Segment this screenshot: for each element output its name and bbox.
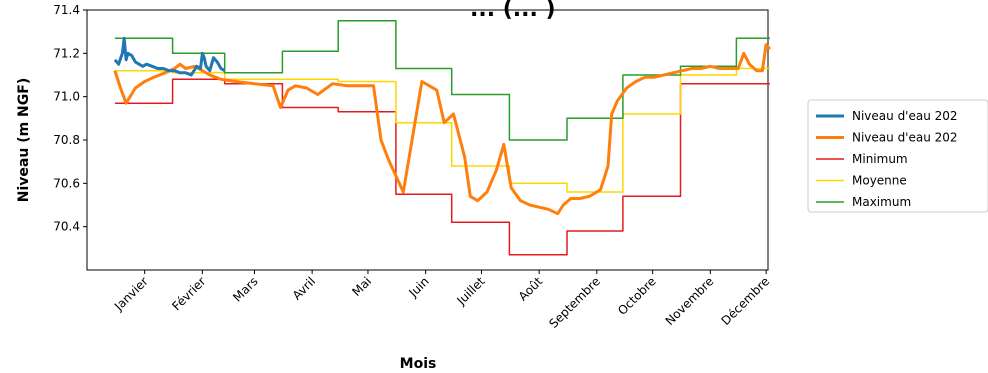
plot-frame (86, 9, 769, 271)
x-tick-label: Février (169, 274, 208, 313)
y-tick-label: 71.4 (53, 3, 80, 17)
y-tick-label: 70.4 (53, 220, 80, 234)
legend-label-4: Maximum (852, 195, 911, 209)
y-axis: 71.4 71.2 71.0 70.8 70.6 70.4 (53, 3, 87, 234)
x-tick-label: Mars (230, 274, 260, 304)
legend-label-3: Moyenne (852, 174, 907, 188)
legend-box (807, 99, 988, 213)
y-tick-label: 71.0 (53, 90, 80, 104)
series-line-0 (113, 36, 226, 77)
x-tick-label: Septembre (546, 274, 603, 331)
x-tick-label: Novembre (663, 274, 717, 328)
y-tick-label: 70.6 (53, 176, 80, 190)
x-axis-label: Mois (400, 356, 437, 372)
y-tick-label: 71.2 (53, 46, 80, 60)
series-line-2 (114, 78, 770, 256)
x-tick-label: Juillet (454, 274, 488, 308)
x-tick-label: Mai (349, 274, 374, 299)
x-tick-label: Décembre (719, 274, 773, 328)
series-layer (113, 20, 772, 256)
x-tick-label: Avril (290, 274, 318, 302)
y-tick-label: 70.8 (53, 133, 80, 147)
x-axis: Janvier Février Mars Avril Mai Juin Juillet Aoû… (111, 270, 772, 331)
series-line-1 (113, 43, 772, 216)
x-tick-label: Août (516, 274, 546, 304)
legend-label-1: Niveau d'eau 202 (852, 131, 958, 145)
x-tick-label: Octobre (615, 274, 659, 318)
x-tick-label: Juin (405, 274, 431, 300)
x-tick-label: Janvier (111, 274, 151, 314)
chart-title: ... (... ) (470, 0, 556, 22)
legend-label-0: Niveau d'eau 202 (852, 109, 958, 123)
y-axis-label: Niveau (m NGF) (16, 78, 32, 202)
legend: Niveau d'eau 202 Niveau d'eau 202 Minimum M… (807, 99, 988, 213)
series-line-3 (114, 67, 770, 193)
legend-label-2: Minimum (852, 152, 908, 166)
